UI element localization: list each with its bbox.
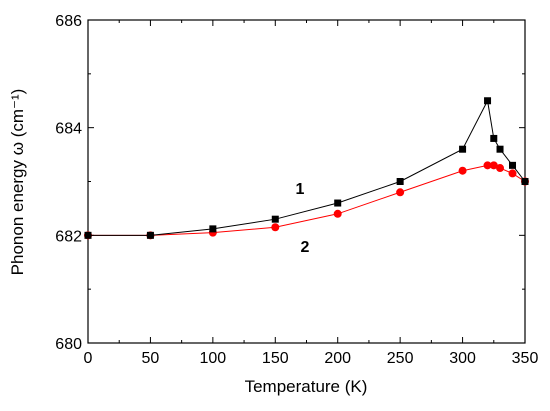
series-1-point	[84, 231, 92, 239]
y-tick-label: 684	[55, 121, 82, 138]
series-layer	[84, 97, 529, 240]
series-2-point	[483, 161, 492, 170]
x-tick-label: 150	[262, 350, 289, 367]
y-tick-label: 682	[55, 228, 82, 245]
y-tick-label: 680	[55, 336, 82, 353]
plot-frame	[87, 19, 526, 344]
series-2-annotation: 2	[301, 239, 310, 256]
series-1-point	[271, 215, 279, 223]
series-2-line	[88, 164, 526, 236]
x-axis-title: Temperature (K)	[245, 377, 368, 396]
x-tick-label: 100	[200, 350, 227, 367]
x-tick-label: 0	[84, 350, 93, 367]
x-axis-ticks: 0 50 100 150 200 250 300 350	[84, 20, 539, 367]
x-tick-label: 300	[449, 350, 476, 367]
series-2-point	[333, 209, 342, 218]
series-1-point	[334, 199, 342, 207]
series-2-point	[396, 188, 405, 197]
x-tick-label: 200	[324, 350, 351, 367]
x-tick-label: 350	[512, 350, 539, 367]
series-1-point	[396, 178, 404, 185]
series-1-point	[146, 231, 154, 239]
x-tick-label: 50	[142, 350, 160, 367]
series-1-point	[209, 225, 217, 233]
series-1-point	[459, 145, 467, 153]
series-1-point	[509, 161, 517, 169]
series-1-line	[88, 99, 526, 236]
x-tick-label: 250	[387, 350, 414, 367]
series-2-point	[508, 169, 517, 178]
series-1-point	[484, 97, 492, 105]
series-2-point	[271, 223, 280, 232]
series-1-point	[521, 178, 529, 185]
series-1-point	[496, 145, 504, 153]
y-axis-ticks: 680 682 684 686	[55, 13, 525, 353]
series-2-point	[496, 164, 505, 173]
series-1-annotation: 1	[296, 181, 305, 198]
series-1-point	[490, 134, 498, 142]
series-2-point	[458, 166, 467, 175]
y-axis-title: Phonon energy ω (cm⁻¹)	[8, 89, 27, 276]
series-2-point	[489, 161, 498, 170]
y-tick-label: 686	[55, 13, 82, 30]
